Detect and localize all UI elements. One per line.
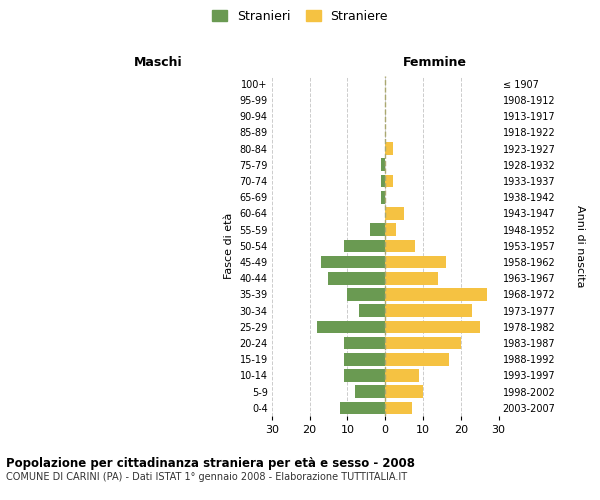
Text: Femmine: Femmine — [403, 56, 467, 69]
Bar — [385, 402, 412, 414]
Text: COMUNE DI CARINI (PA) - Dati ISTAT 1° gennaio 2008 - Elaborazione TUTTITALIA.IT: COMUNE DI CARINI (PA) - Dati ISTAT 1° ge… — [6, 472, 407, 482]
Bar — [344, 336, 385, 349]
Bar — [385, 386, 423, 398]
Bar — [385, 288, 487, 301]
Legend: Stranieri, Straniere: Stranieri, Straniere — [208, 6, 392, 26]
Bar — [359, 304, 385, 317]
Bar — [344, 353, 385, 366]
Bar — [328, 272, 385, 284]
Y-axis label: Fasce di età: Fasce di età — [224, 212, 234, 279]
Bar — [382, 174, 385, 188]
Bar — [344, 240, 385, 252]
Bar — [385, 272, 438, 284]
Bar — [385, 256, 446, 268]
Bar — [385, 207, 404, 220]
Bar — [385, 369, 419, 382]
Bar — [347, 288, 385, 301]
Bar — [382, 191, 385, 203]
Bar — [385, 320, 479, 333]
Bar — [344, 369, 385, 382]
Bar — [355, 386, 385, 398]
Bar — [385, 304, 472, 317]
Bar — [385, 240, 415, 252]
Bar — [385, 224, 397, 236]
Bar — [385, 336, 461, 349]
Text: Popolazione per cittadinanza straniera per età e sesso - 2008: Popolazione per cittadinanza straniera p… — [6, 458, 415, 470]
Bar — [340, 402, 385, 414]
Bar — [385, 353, 449, 366]
Y-axis label: Anni di nascita: Anni di nascita — [575, 204, 585, 287]
Text: Maschi: Maschi — [134, 56, 183, 69]
Bar — [382, 158, 385, 171]
Bar — [317, 320, 385, 333]
Bar — [370, 224, 385, 236]
Bar — [385, 174, 393, 188]
Bar — [385, 142, 393, 155]
Bar — [321, 256, 385, 268]
